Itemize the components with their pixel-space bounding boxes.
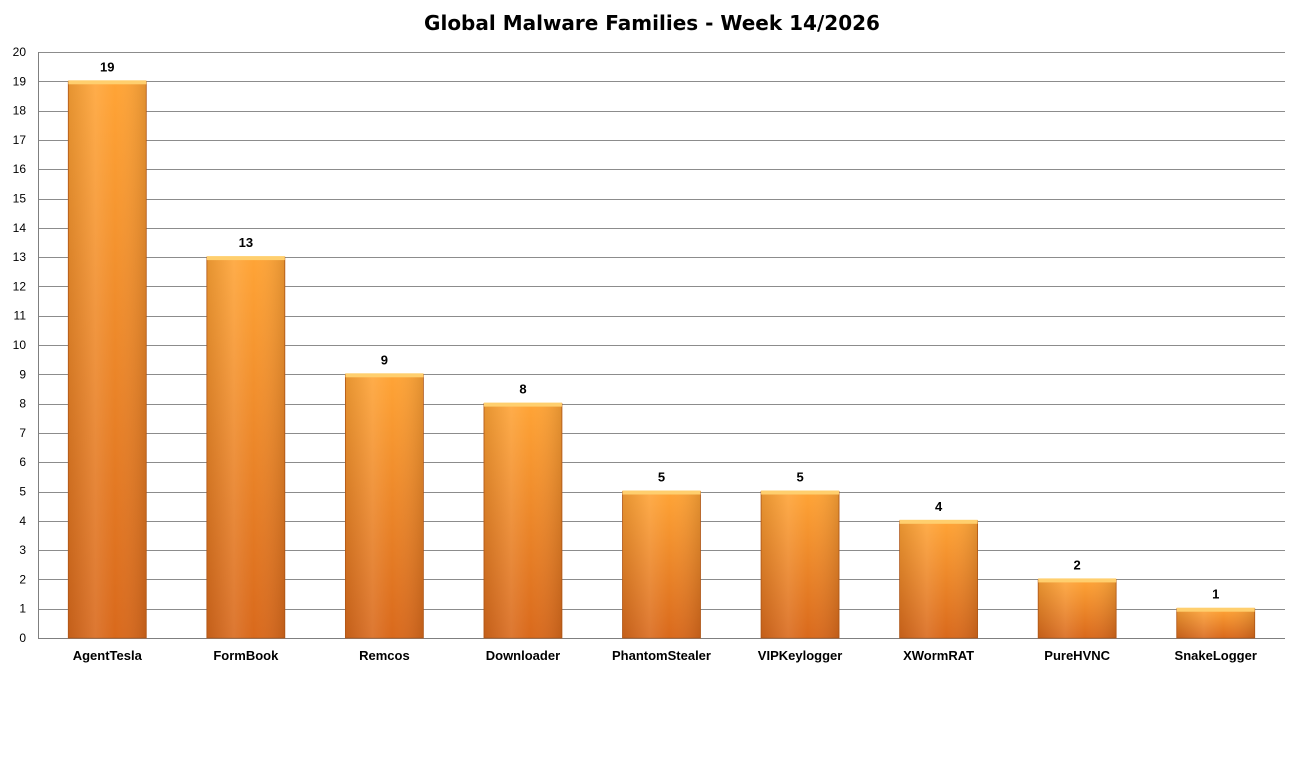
bar	[206, 256, 286, 639]
y-tick-label: 17	[13, 133, 27, 147]
y-tick-label: 0	[19, 631, 26, 645]
bar-sheen	[68, 81, 147, 639]
data-label: 4	[935, 499, 943, 514]
bar-sheen	[899, 520, 978, 638]
y-tick-label: 8	[19, 397, 26, 411]
bar	[622, 490, 701, 639]
bar-sheen	[345, 374, 424, 638]
y-tick-label: 14	[13, 221, 27, 235]
bar	[483, 402, 563, 639]
category-label: FormBook	[213, 648, 279, 663]
category-label: PhantomStealer	[612, 648, 711, 663]
bar-sheen	[622, 491, 701, 638]
y-tick-label: 7	[19, 426, 26, 440]
y-tick-label: 13	[13, 250, 27, 264]
y-tick-label: 11	[14, 309, 27, 323]
data-label: 2	[1074, 557, 1081, 572]
bar	[1037, 578, 1117, 639]
bar-top-bevel	[899, 519, 978, 524]
data-label: 5	[796, 470, 803, 485]
y-tick-label: 15	[13, 192, 27, 206]
data-label: 19	[100, 59, 114, 74]
bar-top-bevel	[622, 490, 701, 495]
y-tick-label: 5	[19, 485, 26, 499]
bar-top-bevel	[761, 490, 840, 495]
data-label: 8	[519, 382, 526, 397]
y-tick-label: 12	[13, 279, 27, 293]
data-label: 1	[1212, 587, 1219, 602]
y-tick-label: 16	[13, 162, 27, 176]
y-tick-label: 19	[13, 74, 27, 88]
category-label: XWormRAT	[903, 648, 974, 663]
y-tick-label: 6	[19, 455, 26, 469]
bar-top-bevel	[68, 80, 147, 85]
bar-top-bevel	[483, 402, 562, 407]
data-label: 13	[239, 235, 253, 250]
data-label: 5	[658, 470, 665, 485]
category-label: Downloader	[486, 648, 560, 663]
x-axis-labels: AgentTesla FormBook Remcos Downloader Phanto…	[73, 648, 1257, 663]
bar	[67, 80, 147, 639]
category-label: PureHVNC	[1044, 648, 1110, 663]
bar-top-bevel	[1176, 607, 1255, 612]
data-labels: 19 13 9 8 5 5 4 2 1	[100, 59, 1219, 601]
category-label: Remcos	[359, 648, 410, 663]
bars	[67, 80, 1256, 639]
data-label: 9	[381, 352, 388, 367]
y-tick-label: 10	[13, 338, 27, 352]
y-tick-label: 2	[19, 572, 26, 586]
y-tick-label: 4	[19, 514, 26, 528]
category-label: VIPKeylogger	[758, 648, 843, 663]
bar	[344, 373, 424, 639]
y-tick-label: 18	[13, 104, 27, 118]
bar	[899, 519, 979, 639]
y-tick-label: 3	[19, 543, 26, 557]
y-tick-label: 20	[13, 45, 27, 59]
category-label: SnakeLogger	[1175, 648, 1257, 663]
bar-sheen	[1038, 579, 1117, 638]
bar-top-bevel	[206, 256, 285, 261]
bar-top-bevel	[1038, 578, 1117, 583]
y-tick-label: 1	[19, 602, 26, 616]
y-tick-label: 9	[19, 367, 26, 381]
chart-title: Global Malware Families - Week 14/2026	[424, 11, 880, 35]
bar-sheen	[1176, 608, 1255, 638]
bar	[1176, 607, 1256, 639]
bar-sheen	[761, 491, 840, 638]
category-label: AgentTesla	[73, 648, 143, 663]
bar	[760, 490, 840, 639]
bar-sheen	[483, 403, 562, 638]
bar-sheen	[206, 257, 285, 638]
bar-top-bevel	[345, 373, 424, 378]
